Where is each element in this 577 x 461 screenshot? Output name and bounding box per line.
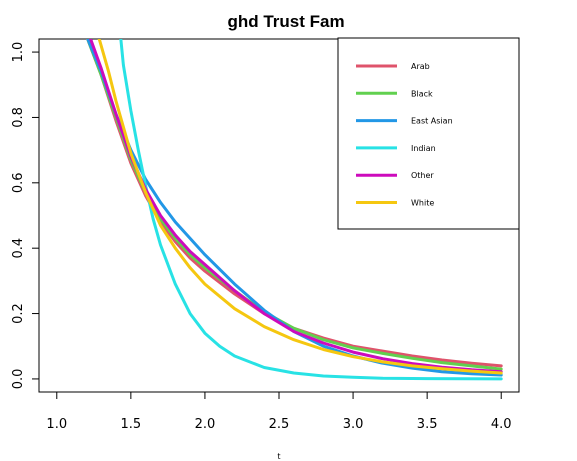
legend-label-white: White xyxy=(411,199,434,208)
y-tick-label: 1.0 xyxy=(11,42,26,63)
legend-label-indian: Indian xyxy=(411,144,436,153)
y-tick-label: 0.0 xyxy=(11,369,26,390)
x-tick-label: 2.0 xyxy=(195,417,216,432)
legend-box xyxy=(337,37,520,230)
legend-label-arab: Arab xyxy=(411,62,430,71)
y-axis: 0.0 0.2 0.4 0.6 0.8 1.0 xyxy=(11,42,40,390)
series-line-indian xyxy=(119,39,503,381)
x-tick-label: 3.0 xyxy=(343,417,364,432)
legend-label-east-asian: East Asian xyxy=(411,117,453,126)
x-axis: 1.0 1.5 2.0 2.5 3.0 3.5 4.0 xyxy=(46,391,512,432)
chart-title: ghd Trust Fam xyxy=(227,12,344,31)
series-layer xyxy=(86,39,503,381)
x-tick-label: 2.5 xyxy=(269,417,290,432)
x-tick-label: 3.5 xyxy=(417,417,438,432)
legend: Arab Black East Asian Indian Other White xyxy=(337,37,520,230)
legend-label-black: Black xyxy=(411,89,433,98)
legend-label-other: Other xyxy=(411,171,434,180)
series-line-white xyxy=(97,39,503,375)
x-axis-label: t xyxy=(277,452,280,461)
y-tick-label: 0.4 xyxy=(11,238,26,259)
y-tick-label: 0.6 xyxy=(11,172,26,193)
y-tick-label: 0.2 xyxy=(11,303,26,324)
x-tick-label: 1.5 xyxy=(121,417,142,432)
x-tick-label: 4.0 xyxy=(491,417,512,432)
y-tick-label: 0.8 xyxy=(11,107,26,128)
x-tick-label: 1.0 xyxy=(46,417,67,432)
